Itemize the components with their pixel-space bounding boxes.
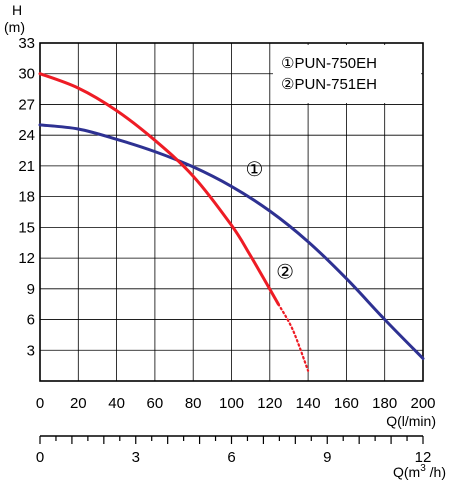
- plot-frame: [39, 42, 424, 382]
- legend-box: [273, 45, 421, 103]
- legend: ①PUN-750EH ②PUN-751EH: [273, 45, 421, 103]
- y-axis-label-symbol: H: [12, 2, 22, 18]
- y-tick-label-30: 30: [18, 66, 35, 83]
- x-axis-label: Q(l/min): [386, 413, 436, 429]
- y-tick-label-33: 33: [18, 35, 35, 52]
- series-marker-1: ①: [246, 159, 264, 181]
- y-tick-label-21: 21: [18, 158, 35, 175]
- secondary-x-tick-label-9: 9: [323, 449, 331, 466]
- x-tick-label-120: 120: [257, 395, 282, 412]
- y-tick-label-18: 18: [18, 189, 35, 206]
- legend-entry-2: ②PUN-751EH: [281, 76, 377, 93]
- y-axis-ticks: 3 6 9 12 15 18 21 24 27 30 33: [18, 35, 35, 359]
- y-tick-label-6: 6: [27, 312, 35, 329]
- x-tick-label-100: 100: [219, 395, 244, 412]
- x-tick-label-140: 140: [296, 395, 321, 412]
- y-tick-label-15: 15: [18, 219, 35, 236]
- secondary-x-tick-label-3: 3: [132, 449, 140, 466]
- x-tick-label-0: 0: [36, 395, 44, 412]
- legend-entry-1: ①PUN-750EH: [281, 55, 377, 72]
- y-tick-label-12: 12: [18, 250, 35, 267]
- y-tick-label-9: 9: [27, 281, 35, 298]
- y-axis-label-unit: (m): [4, 19, 25, 35]
- x-tick-label-40: 40: [108, 395, 125, 412]
- x-tick-label-20: 20: [70, 395, 87, 412]
- series-line-1: [38, 123, 425, 360]
- x-tick-label-80: 80: [185, 395, 202, 412]
- series-line-2: [38, 72, 280, 306]
- x-tick-label-180: 180: [372, 395, 397, 412]
- secondary-x-axis: 0 3 6 9 12: [36, 435, 432, 466]
- y-tick-label-3: 3: [27, 342, 35, 359]
- secondary-x-axis-label: Q(m3 /h): [393, 463, 446, 480]
- series-marker-2: ②: [276, 262, 294, 284]
- x-tick-label-60: 60: [147, 395, 164, 412]
- series-line-2-extension: [277, 303, 310, 372]
- secondary-x-tick-label-6: 6: [227, 449, 235, 466]
- series-lines: [38, 72, 425, 372]
- x-tick-label-160: 160: [334, 395, 359, 412]
- secondary-x-tick-label-0: 0: [36, 449, 44, 466]
- x-tick-label-200: 200: [410, 395, 435, 412]
- y-tick-label-24: 24: [18, 127, 35, 144]
- x-axis-ticks: 0 20 40 60 80 100 120 140 160 180 200: [36, 395, 436, 412]
- series-markers: ①②: [246, 159, 295, 283]
- y-tick-label-27: 27: [18, 96, 35, 113]
- secondary-x-tick-label-12: 12: [415, 449, 432, 466]
